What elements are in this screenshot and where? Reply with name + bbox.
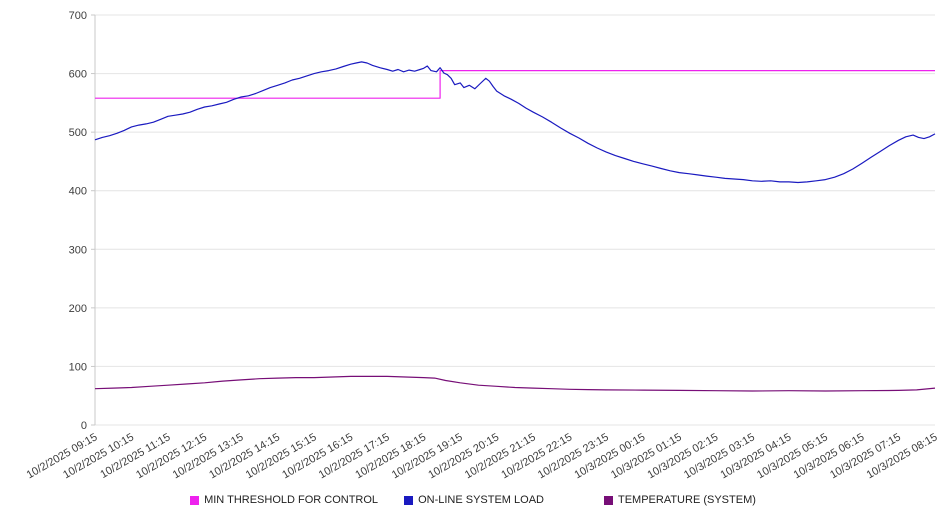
legend-swatch (190, 495, 200, 505)
legend-swatch (404, 495, 414, 505)
series-line-1 (94, 61, 936, 184)
legend-item-min-threshold[interactable]: MIN THRESHOLD FOR CONTROL (190, 494, 378, 506)
series-line-2 (94, 375, 936, 392)
legend: MIN THRESHOLD FOR CONTROL ON-LINE SYSTEM… (0, 494, 946, 506)
y-tick-label: 200 (69, 303, 87, 315)
y-tick-label: 100 (69, 361, 87, 373)
legend-item-online-system-load[interactable]: ON-LINE SYSTEM LOAD (404, 494, 544, 506)
legend-label: ON-LINE SYSTEM LOAD (418, 494, 544, 506)
legend-label: TEMPERATURE (SYSTEM) (617, 494, 756, 506)
y-tick-label: 300 (69, 244, 87, 256)
legend-swatch (603, 495, 613, 505)
legend-label: MIN THRESHOLD FOR CONTROL (204, 494, 379, 506)
y-tick-label: 600 (69, 69, 87, 81)
y-tick-label: 400 (69, 186, 87, 198)
series-line-0 (95, 70, 935, 99)
legend-item-temperature-system[interactable]: TEMPERATURE (SYSTEM) (603, 494, 756, 506)
y-tick-label: 500 (69, 127, 87, 139)
y-tick-label: 700 (69, 10, 87, 22)
y-tick-label: 0 (81, 420, 87, 432)
